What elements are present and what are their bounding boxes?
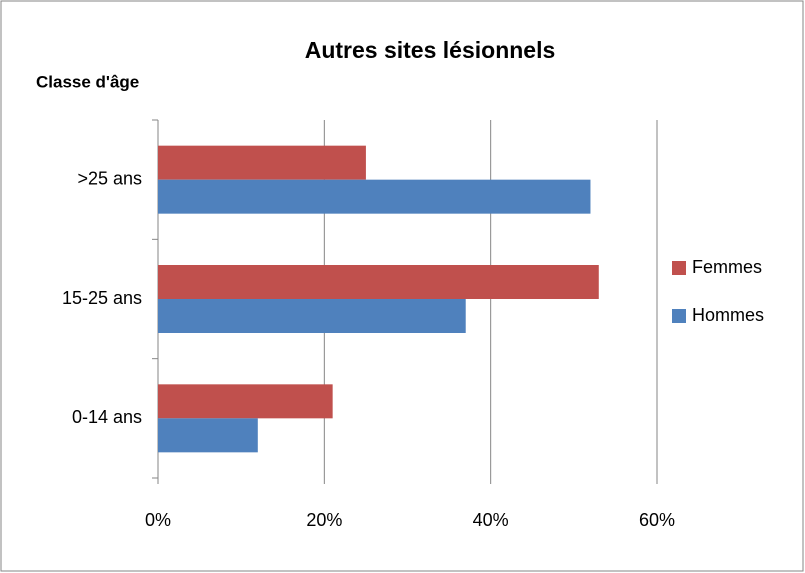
- y-axis-label: Classe d'âge: [36, 72, 139, 91]
- legend-label: Hommes: [692, 305, 764, 325]
- legend-swatch: [672, 261, 686, 275]
- x-tick-label: 40%: [473, 510, 509, 530]
- x-tick-label: 20%: [306, 510, 342, 530]
- legend-swatch: [672, 309, 686, 323]
- x-tick-label: 60%: [639, 510, 675, 530]
- bar: [158, 418, 258, 453]
- y-tick-label: >25 ans: [77, 168, 142, 188]
- bar: [158, 299, 466, 333]
- bar: [158, 265, 599, 299]
- bar: [158, 179, 591, 214]
- y-tick-label: 0-14 ans: [72, 407, 142, 427]
- y-tick-label: 15-25 ans: [62, 288, 142, 308]
- legend-label: Femmes: [692, 257, 762, 277]
- bar: [158, 384, 333, 419]
- x-tick-label: 0%: [145, 510, 171, 530]
- chart-title: Autres sites lésionnels: [305, 37, 556, 63]
- bar: [158, 145, 366, 180]
